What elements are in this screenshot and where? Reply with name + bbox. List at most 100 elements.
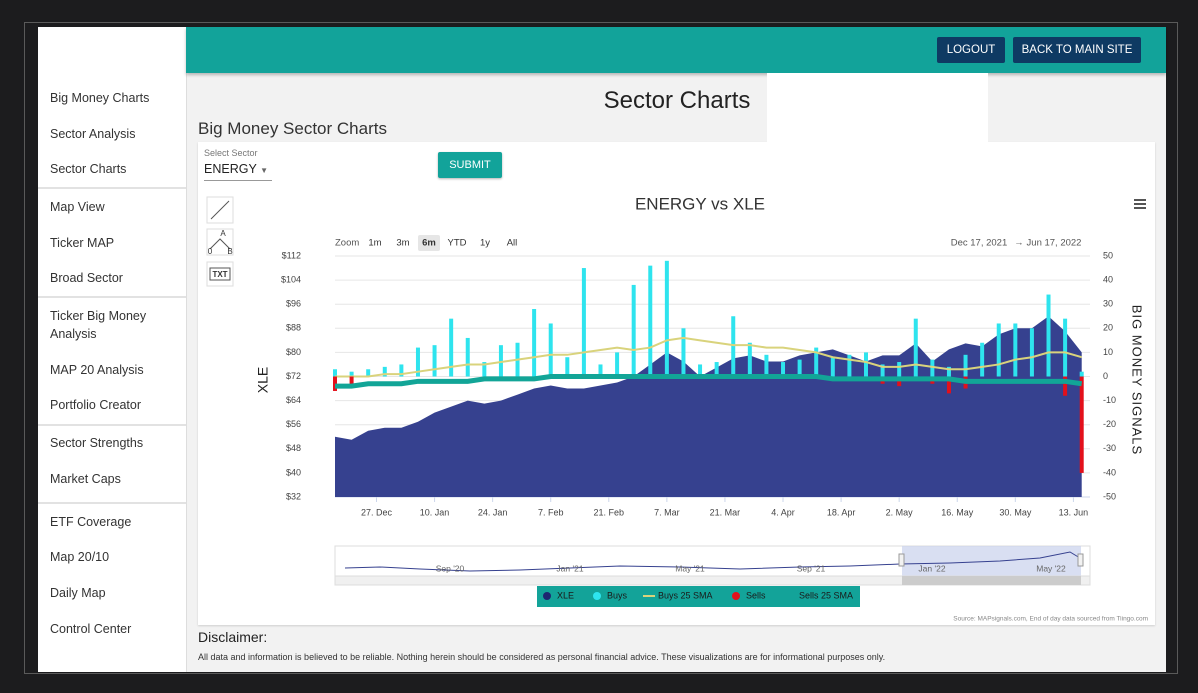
- nav-link[interactable]: Sector Analysis: [50, 127, 136, 141]
- overlay-panel: [767, 73, 988, 193]
- signal-bar: [698, 364, 703, 377]
- tool-label: A: [220, 229, 226, 238]
- signal-bar: [1029, 328, 1034, 377]
- range-separator: →: [1014, 238, 1024, 249]
- legend-swatch: [593, 592, 601, 600]
- y-axis-title: XLE: [255, 367, 271, 393]
- signal-bar: [382, 366, 387, 377]
- y-tick-label: $96: [286, 299, 301, 309]
- legend-swatch: [543, 592, 551, 600]
- separator: [38, 502, 186, 504]
- nav-link[interactable]: Portfolio Creator: [50, 398, 142, 412]
- legend-label[interactable]: Buys: [607, 590, 628, 600]
- nav-link[interactable]: Broad Sector: [50, 271, 123, 285]
- toolbar: [206, 196, 234, 287]
- x-tick-label: 24. Jan: [478, 507, 508, 517]
- navigator-handle[interactable]: [898, 553, 905, 567]
- disclaimer-title: Disclaimer:: [198, 629, 268, 645]
- y2-tick-label: 20: [1103, 323, 1113, 333]
- signal-bar: [814, 347, 819, 377]
- signal-bar: [532, 309, 537, 377]
- signal-bar: [631, 284, 636, 377]
- navigator: [334, 545, 1091, 586]
- legend-label[interactable]: Sells 25 SMA: [799, 590, 853, 600]
- legend: [537, 586, 860, 607]
- signal-bar: [1079, 376, 1084, 473]
- zoom-selected: [418, 235, 440, 251]
- signal-bar: [1046, 294, 1051, 377]
- nav-link[interactable]: Control Center: [50, 622, 132, 636]
- navigator-label: May '21: [675, 563, 705, 573]
- nav-link[interactable]: Sector Charts: [50, 162, 127, 176]
- signal-bar: [349, 376, 354, 387]
- signal-bar: [449, 318, 454, 377]
- navigator-handle[interactable]: [1077, 553, 1084, 567]
- zoom-button[interactable]: YTD: [448, 238, 467, 249]
- y2-tick-label: -20: [1103, 419, 1116, 429]
- signal-bar: [963, 354, 968, 377]
- navigator-label: Sep '20: [436, 563, 465, 573]
- navigator-label: Sep '21: [797, 563, 826, 573]
- y2-tick-label: 50: [1103, 250, 1113, 260]
- separator: [38, 424, 186, 426]
- navigator-label: Jan '22: [918, 563, 945, 573]
- scrollbar-thumb[interactable]: [902, 576, 1081, 585]
- nav-link[interactable]: Daily Map: [50, 586, 106, 600]
- frame: [24, 22, 1178, 674]
- navigator-line: [344, 551, 1081, 572]
- signal-bar: [598, 364, 603, 377]
- scrollbar[interactable]: [334, 575, 1091, 586]
- y2-tick-label: 40: [1103, 274, 1113, 284]
- legend-label[interactable]: Buys 25 SMA: [658, 590, 713, 600]
- x-tick-label: 2. May: [886, 507, 914, 517]
- nav-link[interactable]: Market Caps: [50, 472, 121, 486]
- signal-bar: [996, 323, 1001, 377]
- signal-bar: [349, 371, 354, 377]
- separator: [38, 187, 186, 189]
- y2-tick-label: -50: [1103, 491, 1116, 501]
- y-tick-label: $32: [286, 491, 301, 501]
- signal-bar: [482, 362, 487, 377]
- nav-link[interactable]: ETF Coverage: [50, 515, 132, 529]
- tool-label: B: [227, 247, 232, 256]
- submit-button[interactable]: SUBMIT: [438, 152, 502, 178]
- zoom-button[interactable]: 6m: [422, 238, 436, 249]
- tool-label: TXT: [212, 270, 227, 279]
- signal-bar: [432, 345, 437, 377]
- nav-link[interactable]: MAP 20 Analysis: [50, 363, 144, 377]
- menu-icon[interactable]: [1134, 199, 1146, 209]
- zoom-button[interactable]: 3m: [396, 238, 409, 249]
- zoom-button[interactable]: 1y: [480, 238, 490, 249]
- x-tick-label: 18. Apr: [827, 507, 856, 517]
- zoom-button[interactable]: All: [507, 238, 518, 249]
- x-tick-label: 7. Feb: [538, 507, 564, 517]
- zoom-button[interactable]: 1m: [368, 238, 381, 249]
- signal-bar: [930, 359, 935, 377]
- signal-bar: [897, 362, 902, 377]
- x-tick-label: 10. Jan: [420, 507, 450, 517]
- y2-axis-title: BIG MONEY SIGNALS: [1130, 305, 1145, 455]
- tool-button[interactable]: [206, 228, 234, 256]
- nav-link[interactable]: Sector Strengths: [50, 436, 144, 450]
- nav-link[interactable]: Map View: [50, 200, 105, 214]
- nav-link[interactable]: Ticker MAP: [50, 236, 115, 250]
- signal-bar: [615, 352, 620, 377]
- legend-swatch: [732, 592, 740, 600]
- signal-bar: [847, 354, 852, 377]
- range-to: Jun 17, 2022: [1027, 238, 1082, 249]
- nav-link[interactable]: Ticker Big Money Analysis: [50, 309, 147, 341]
- signal-bar: [747, 342, 752, 377]
- sector-select[interactable]: ENERGY ▼: [204, 162, 272, 181]
- tool-button[interactable]: [206, 261, 234, 287]
- y-tick-label: $112: [282, 250, 301, 260]
- main-site-button[interactable]: BACK TO MAIN SITE: [1013, 37, 1141, 63]
- page-subtitle: Big Money Sector Charts: [198, 119, 387, 138]
- legend-label[interactable]: XLE: [557, 590, 574, 600]
- x-tick-label: 4. Apr: [771, 507, 795, 517]
- nav-link[interactable]: Big Money Charts: [50, 91, 150, 105]
- x-tick-label: 16. May: [941, 507, 974, 517]
- nav-link[interactable]: Map 20/10: [50, 550, 110, 564]
- legend-label[interactable]: Sells: [746, 590, 766, 600]
- logout-button[interactable]: LOGOUT: [937, 37, 1005, 63]
